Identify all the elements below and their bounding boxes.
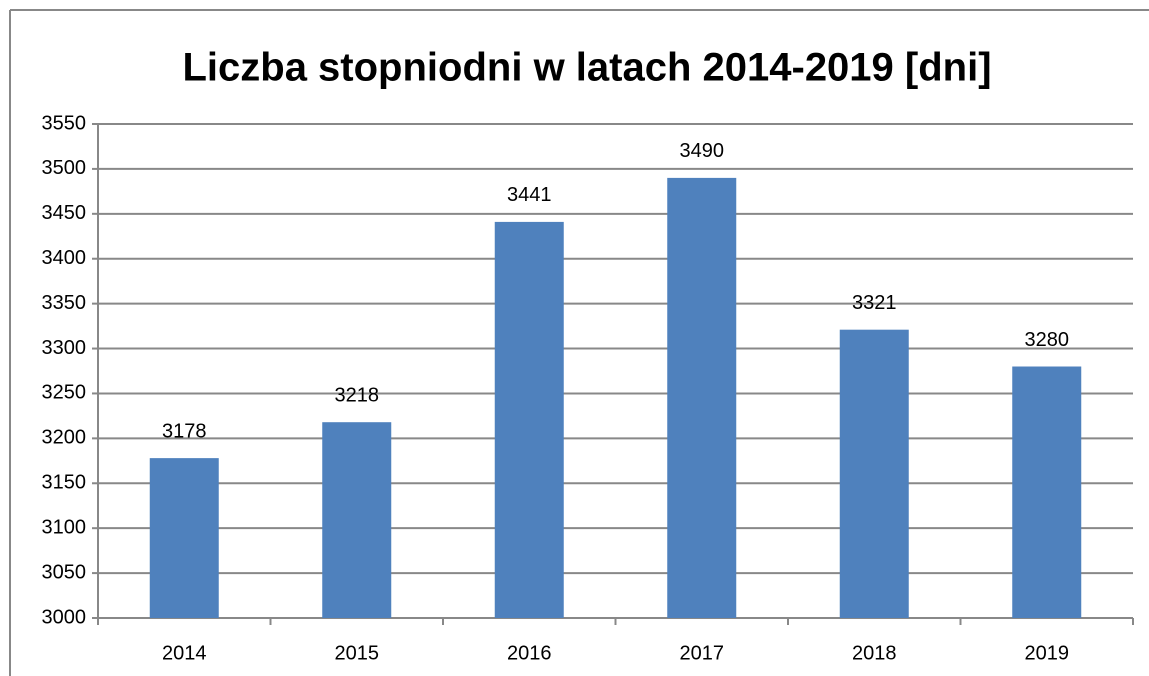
bar [839, 329, 909, 618]
y-tick-label: 3450 [42, 202, 87, 224]
bar [1012, 366, 1082, 618]
y-tick-label: 3300 [42, 337, 87, 359]
y-tick-label: 3250 [42, 382, 87, 404]
x-tick-label: 2017 [680, 642, 725, 664]
chart-title: Liczba stopniodni w latach 2014-2019 [dn… [182, 46, 991, 90]
y-tick-label: 3150 [42, 472, 87, 494]
x-tick-label: 2016 [507, 642, 552, 664]
y-tick-label: 3200 [42, 427, 87, 449]
bar [322, 422, 392, 618]
y-tick-label: 3100 [42, 516, 87, 538]
x-tick-label: 2018 [852, 642, 897, 664]
bar [667, 177, 737, 618]
data-label: 3178 [162, 420, 207, 442]
y-tick-label: 3050 [42, 561, 87, 583]
bar [494, 221, 564, 618]
y-tick-label: 3000 [42, 606, 87, 628]
bar [149, 458, 219, 618]
x-tick-label: 2019 [1025, 642, 1070, 664]
y-tick-label: 3550 [42, 112, 87, 134]
data-label: 3321 [852, 292, 897, 314]
y-tick-label: 3350 [42, 292, 87, 314]
data-label: 3280 [1025, 329, 1070, 351]
data-label: 3218 [335, 384, 380, 406]
x-tick-label: 2015 [335, 642, 380, 664]
y-tick-label: 3400 [42, 247, 87, 269]
x-tick-label: 2014 [162, 642, 207, 664]
data-label: 3441 [507, 184, 552, 206]
data-label: 3490 [680, 140, 725, 162]
y-tick-label: 3500 [42, 157, 87, 179]
